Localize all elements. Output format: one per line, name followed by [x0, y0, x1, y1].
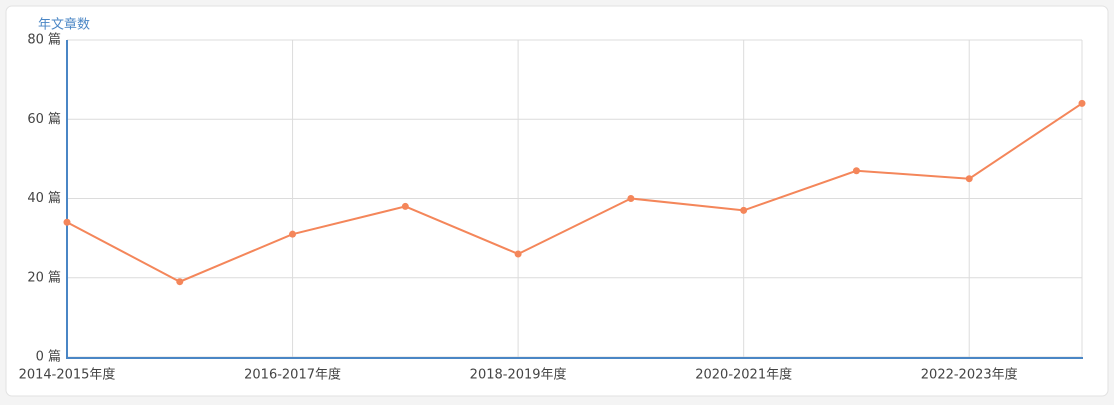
- y-tick-label: 60 篇: [27, 112, 61, 127]
- data-point: [514, 250, 522, 258]
- x-tick-label: 2020-2021年度: [695, 367, 792, 383]
- y-tick-label: 20 篇: [27, 270, 61, 285]
- card: [5, 5, 1109, 397]
- data-point: [627, 195, 635, 202]
- data-point: [401, 202, 409, 210]
- y-tick-label: 80 篇: [27, 33, 61, 48]
- data-point: [1078, 99, 1086, 107]
- data-point: [63, 218, 71, 226]
- y-axis-title: 年文章数: [38, 17, 90, 33]
- data-point: [965, 175, 973, 183]
- data-point: [176, 278, 184, 286]
- data-point: [740, 206, 748, 214]
- y-tick-label: 0 篇: [36, 350, 61, 365]
- data-point: [852, 167, 860, 175]
- x-tick-label: 2014-2015年度: [19, 367, 116, 383]
- x-tick-label: 2022-2023年度: [921, 367, 1018, 383]
- x-tick-label: 2018-2019年度: [470, 367, 567, 383]
- data-point: [289, 230, 297, 238]
- series-line: [66, 102, 1083, 283]
- x-tick-label: 2016-2017年度: [244, 367, 341, 383]
- y-tick-label: 40 篇: [27, 191, 61, 206]
